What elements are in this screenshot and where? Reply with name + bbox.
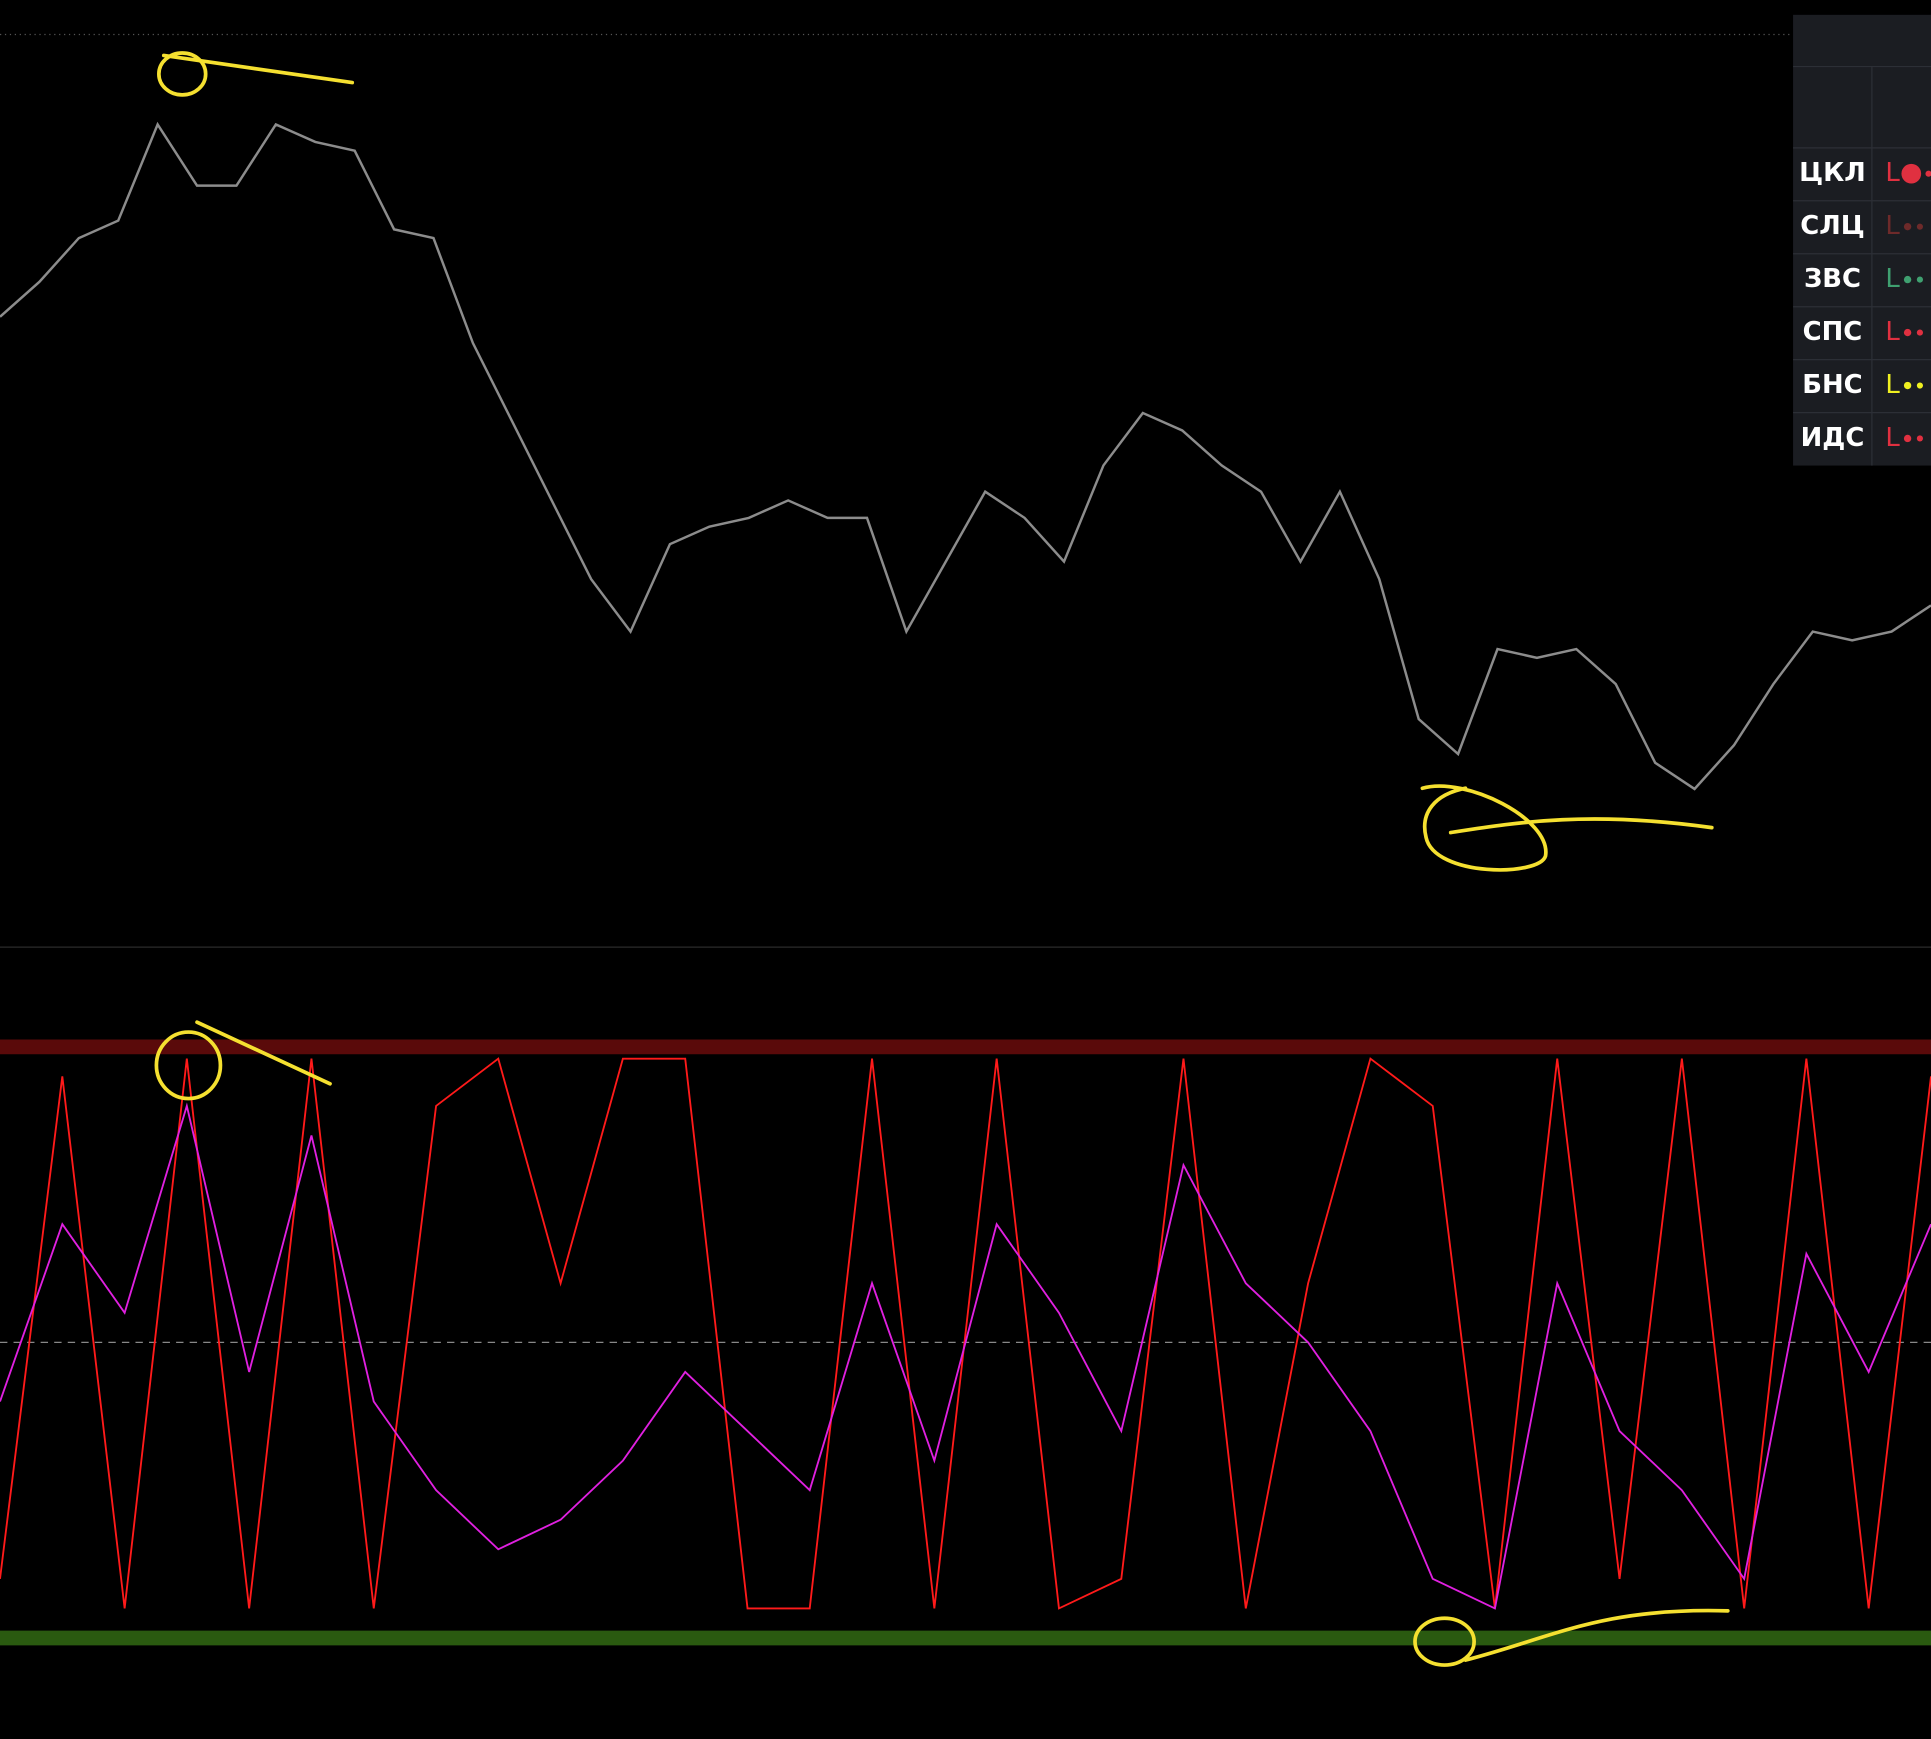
signal-dot xyxy=(1903,275,1912,284)
row-signal: L xyxy=(1885,370,1900,400)
row-label: СПС xyxy=(1803,317,1863,347)
row-signal: L xyxy=(1885,317,1900,347)
annotation xyxy=(154,1030,223,1101)
signal-dot xyxy=(1903,381,1912,390)
annotation xyxy=(1448,817,1714,835)
data-line xyxy=(0,1102,1931,1610)
status-table xyxy=(1793,14,1931,466)
annotation xyxy=(1413,1616,1476,1667)
signal-dot xyxy=(1916,435,1923,442)
signal-dot xyxy=(1903,222,1912,231)
signal-dot xyxy=(1916,276,1923,283)
signal-dot xyxy=(1903,328,1912,337)
annotations xyxy=(154,51,1730,1667)
annotation xyxy=(161,53,355,85)
signal-dot xyxy=(1903,434,1912,443)
row-label: ИДС xyxy=(1801,423,1865,453)
annotation xyxy=(195,1020,332,1086)
signal-dot xyxy=(1916,223,1923,230)
signal-dot xyxy=(1916,329,1923,336)
plot-layer: ЦКЛ L СЛЦ L ЗВС L СПС L БНС L ИДС L xyxy=(0,121,1931,1646)
row-label: ЗВС xyxy=(1804,264,1861,294)
data-line xyxy=(0,1057,1931,1610)
row-signal: L xyxy=(1885,158,1900,188)
row-signal: L xyxy=(1885,211,1900,241)
annotation xyxy=(1463,1608,1730,1662)
row-label: СЛЦ xyxy=(1800,211,1864,241)
row-label: ЦКЛ xyxy=(1799,158,1866,188)
annotation xyxy=(1420,784,1548,872)
signal-dot xyxy=(1901,163,1922,184)
row-signal: L xyxy=(1885,423,1900,453)
row-signal: L xyxy=(1885,264,1900,294)
data-line xyxy=(0,121,1931,791)
signal-dot xyxy=(1925,170,1931,177)
annotation xyxy=(157,51,208,97)
row-label: БНС xyxy=(1802,370,1862,400)
signal-dot xyxy=(1916,382,1923,389)
